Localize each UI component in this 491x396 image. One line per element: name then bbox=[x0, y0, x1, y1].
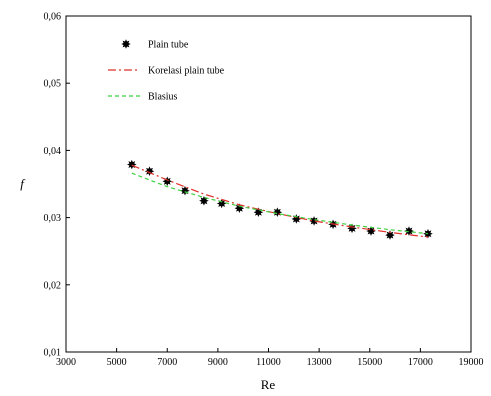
x-tick-label: 7000 bbox=[157, 357, 177, 368]
plain-tube-point bbox=[199, 196, 209, 206]
plain-tube-point bbox=[347, 223, 357, 234]
plot-frame bbox=[65, 15, 472, 353]
blasius-line bbox=[131, 172, 429, 235]
x-tick-label: 19000 bbox=[459, 357, 484, 368]
x-tick-label: 13000 bbox=[307, 357, 332, 368]
x-tick-label: 9000 bbox=[208, 357, 228, 368]
y-axis-label: f bbox=[20, 176, 26, 191]
plain-tube-point bbox=[366, 226, 376, 236]
plain-tube-point bbox=[309, 216, 319, 226]
y-tick-label: 0,03 bbox=[44, 213, 62, 224]
x-tick-label: 15000 bbox=[357, 357, 382, 368]
legend-label: Plain tube bbox=[148, 40, 189, 51]
y-tick-label: 0,01 bbox=[44, 348, 62, 359]
legend-marker-plain-tube bbox=[121, 39, 131, 49]
x-axis-label: Re bbox=[261, 377, 276, 392]
series-layer bbox=[127, 159, 433, 240]
legend: Plain tube Korelasi plain tube Blasius bbox=[108, 39, 225, 103]
y-ticks: 0,01 0,02 0,03 0,04 0,05 0,06 bbox=[44, 12, 70, 359]
y-tick-label: 0,06 bbox=[44, 12, 62, 23]
plain-tube-point bbox=[404, 226, 414, 236]
plain-tube-point bbox=[385, 230, 395, 240]
x-tick-label: 11000 bbox=[256, 357, 281, 368]
x-tick-label: 5000 bbox=[107, 357, 127, 368]
y-tick-label: 0,02 bbox=[44, 280, 62, 291]
x-ticks: 3000 5000 7000 9000 11000 13000 15000 17000 1900… bbox=[56, 348, 484, 368]
plain-tube-point bbox=[291, 214, 302, 224]
x-tick-label: 3000 bbox=[56, 357, 76, 368]
plain-tube-point bbox=[127, 159, 137, 170]
korelasi-line bbox=[131, 164, 429, 238]
y-tick-label: 0,05 bbox=[44, 79, 62, 90]
legend-label: Korelasi plain tube bbox=[148, 66, 225, 77]
x-tick-label: 17000 bbox=[408, 357, 433, 368]
y-tick-label: 0,04 bbox=[44, 146, 62, 157]
legend-label: Blasius bbox=[148, 92, 178, 103]
